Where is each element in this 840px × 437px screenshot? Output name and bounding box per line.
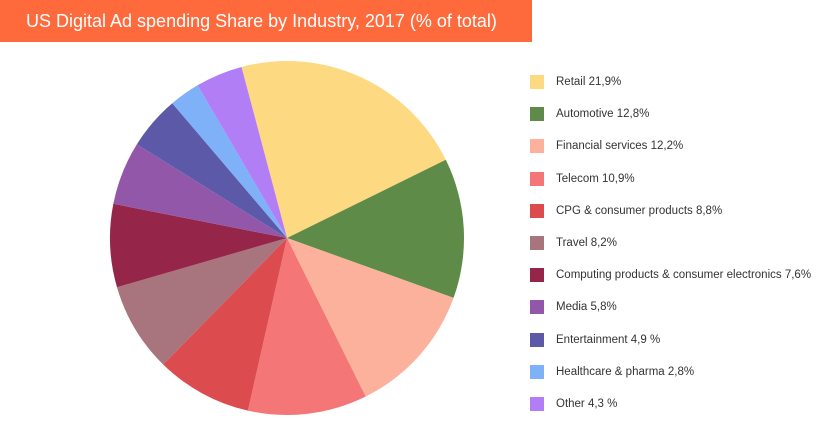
pie-slice-5 — [116, 238, 288, 365]
pie-slice-8 — [136, 103, 287, 238]
pie-slice-4 — [163, 238, 287, 411]
legend-label-3: Telecom 10,9% — [556, 172, 635, 185]
chart-title: US Digital Ad spending Share by Industry… — [0, 0, 532, 42]
pie-slice-10 — [197, 66, 287, 238]
pie-slice-7 — [113, 144, 287, 238]
legend-label-9: Healthcare & pharma 2,8% — [556, 365, 695, 378]
legend-item-2: Financial services 12,2% — [530, 130, 811, 162]
legend-label-0: Retail 21,9% — [556, 76, 622, 89]
pie-chart — [109, 61, 465, 415]
pie-slice-0 — [241, 61, 446, 238]
legend-swatch-7 — [530, 300, 544, 315]
legend-item-10: Other 4,3 % — [530, 388, 811, 420]
legend-swatch-8 — [530, 332, 544, 347]
legend-label-4: CPG & consumer products 8,8% — [556, 204, 723, 217]
legend-item-6: Computing products & consumer electronic… — [530, 259, 811, 291]
legend-swatch-1 — [530, 107, 544, 122]
legend-label-5: Travel 8,2% — [556, 237, 617, 250]
pie-slice-1 — [287, 159, 465, 298]
legend-swatch-4 — [530, 203, 544, 218]
legend-item-8: Entertainment 4,9 % — [530, 324, 811, 356]
legend-label-6: Computing products & consumer electronic… — [556, 269, 812, 282]
legend-swatch-3 — [530, 171, 544, 186]
legend-swatch-2 — [530, 139, 544, 154]
legend-swatch-0 — [530, 75, 544, 90]
legend-swatch-9 — [530, 364, 544, 379]
legend-item-3: Telecom 10,9% — [530, 163, 811, 195]
legend-label-1: Automotive 12,8% — [556, 108, 650, 121]
legend-item-0: Retail 21,9% — [530, 66, 811, 98]
legend-label-8: Entertainment 4,9 % — [556, 333, 661, 346]
pie-slice-3 — [247, 238, 366, 415]
legend-label-2: Financial services 12,2% — [556, 140, 684, 153]
legend-swatch-10 — [530, 396, 544, 411]
legend: Retail 21,9% Automotive 12,8% Financial se… — [530, 66, 811, 420]
legend-item-4: CPG & consumer products 8,8% — [530, 195, 811, 227]
legend-item-9: Healthcare & pharma 2,8% — [530, 356, 811, 388]
legend-swatch-5 — [530, 236, 544, 251]
pie-slice-6 — [109, 203, 287, 288]
legend-item-1: Automotive 12,8% — [530, 98, 811, 130]
legend-swatch-6 — [530, 268, 544, 283]
legend-item-7: Media 5,8% — [530, 291, 811, 323]
pie-slice-9 — [172, 85, 287, 238]
pie-slice-2 — [287, 238, 454, 397]
legend-label-10: Other 4,3 % — [556, 397, 618, 410]
legend-item-5: Travel 8,2% — [530, 227, 811, 259]
legend-label-7: Media 5,8% — [556, 301, 617, 314]
